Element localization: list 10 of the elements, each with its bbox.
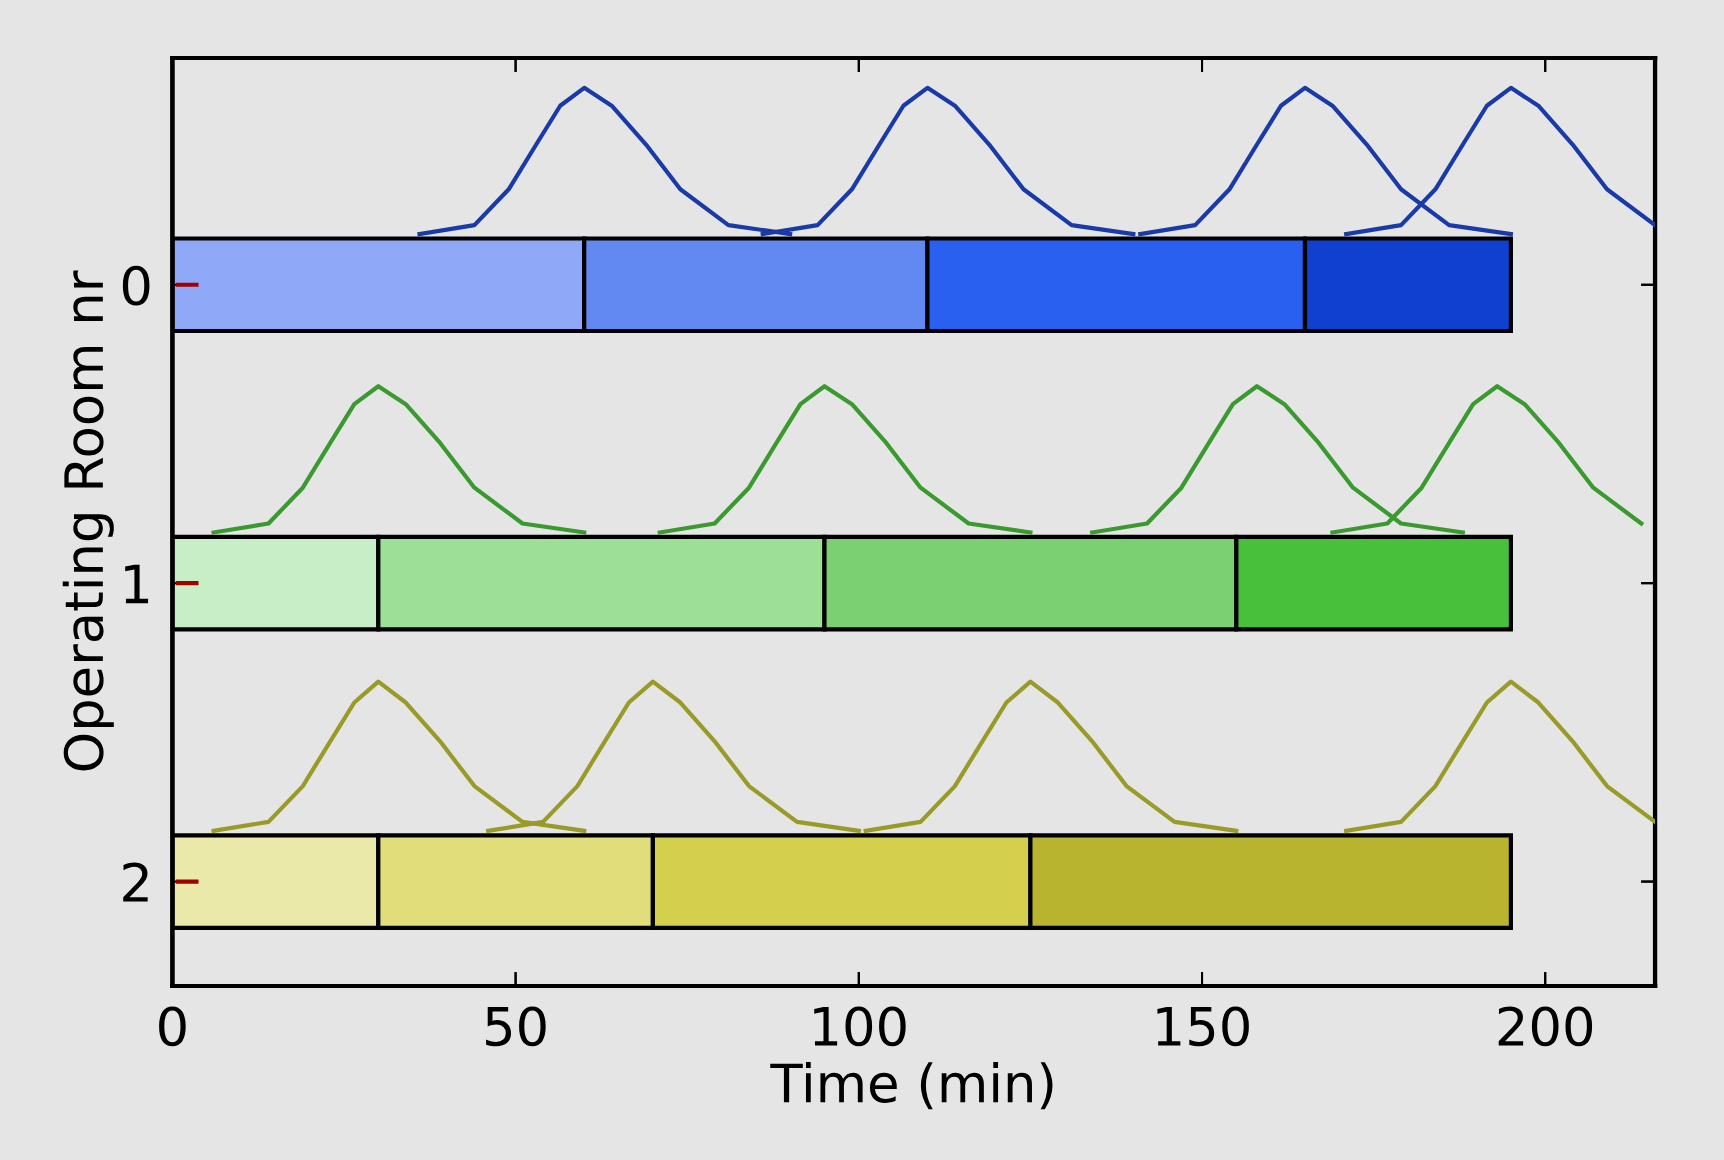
y-tick-label: 2 — [123, 862, 148, 902]
y-tick-label: 1 — [125, 564, 149, 604]
x-tick-label: 0 — [159, 1006, 186, 1047]
x-tick-label: 50 — [486, 1006, 546, 1047]
x-tick-label: 200 — [1498, 1006, 1593, 1047]
x-axis-title: Time (min) — [770, 1062, 1053, 1110]
x-tick-label: 150 — [1157, 1006, 1249, 1047]
y-axis-title: Operating Room nr — [62, 270, 114, 771]
x-tick-label: 100 — [814, 1006, 906, 1047]
y-tick-label: 0 — [122, 265, 150, 306]
